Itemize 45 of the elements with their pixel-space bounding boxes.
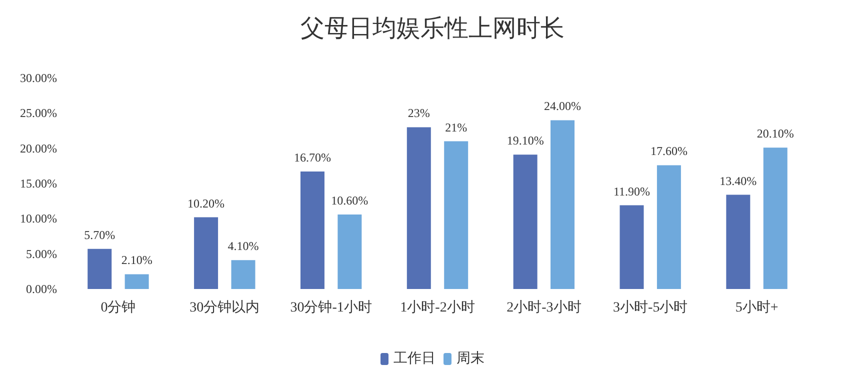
- legend-label: 工作日: [394, 350, 436, 366]
- data-label: 17.60%: [650, 144, 688, 158]
- bar: [194, 217, 218, 289]
- bar: [88, 248, 112, 289]
- x-tick-label: 5小时+: [735, 300, 778, 316]
- data-label: 13.40%: [720, 174, 757, 188]
- bar: [444, 141, 468, 289]
- bar: [550, 120, 575, 289]
- data-label: 21%: [445, 120, 468, 134]
- x-tick-label: 30分钟-1小时: [290, 300, 372, 316]
- data-label: 10.60%: [331, 193, 368, 208]
- data-label: 20.10%: [756, 126, 794, 141]
- y-tick-label: 10.00%: [20, 212, 57, 226]
- x-tick-label: 1小时-2小时: [400, 300, 475, 316]
- y-tick-label: 0.00%: [26, 282, 57, 296]
- data-label: 2.10%: [121, 253, 152, 268]
- x-tick-label: 30分钟以内: [190, 300, 260, 316]
- bar: [763, 148, 788, 289]
- x-tick-label: 2小时-3小时: [506, 300, 582, 316]
- data-label: 23%: [408, 106, 430, 120]
- data-label: 19.10%: [506, 134, 544, 148]
- y-tick-label: 15.00%: [20, 176, 57, 190]
- x-tick-label: 0分钟: [100, 300, 136, 316]
- data-label: 11.90%: [613, 184, 650, 198]
- y-tick-label: 25.00%: [20, 106, 57, 120]
- bar: [406, 127, 431, 289]
- legend-label: 周末: [456, 350, 484, 366]
- y-tick-label: 20.00%: [20, 141, 57, 156]
- data-label: 16.70%: [294, 150, 331, 165]
- bar: [300, 172, 324, 289]
- data-label: 5.70%: [84, 228, 116, 242]
- bar: [513, 154, 538, 289]
- bar: [338, 214, 362, 289]
- bar: [620, 205, 644, 289]
- bar: [124, 274, 149, 289]
- y-tick-label: 5.00%: [26, 246, 57, 261]
- y-tick-label: 30.00%: [20, 71, 57, 85]
- chart-title: 父母日均娱乐性上网时长: [300, 16, 564, 42]
- x-tick-label: 3小时-5小时: [613, 300, 688, 316]
- bar: [656, 165, 681, 289]
- data-label: 4.10%: [228, 239, 259, 254]
- data-label: 10.20%: [188, 196, 225, 210]
- bar: [726, 194, 750, 289]
- data-label: 24.00%: [544, 99, 582, 114]
- bar: [231, 260, 256, 289]
